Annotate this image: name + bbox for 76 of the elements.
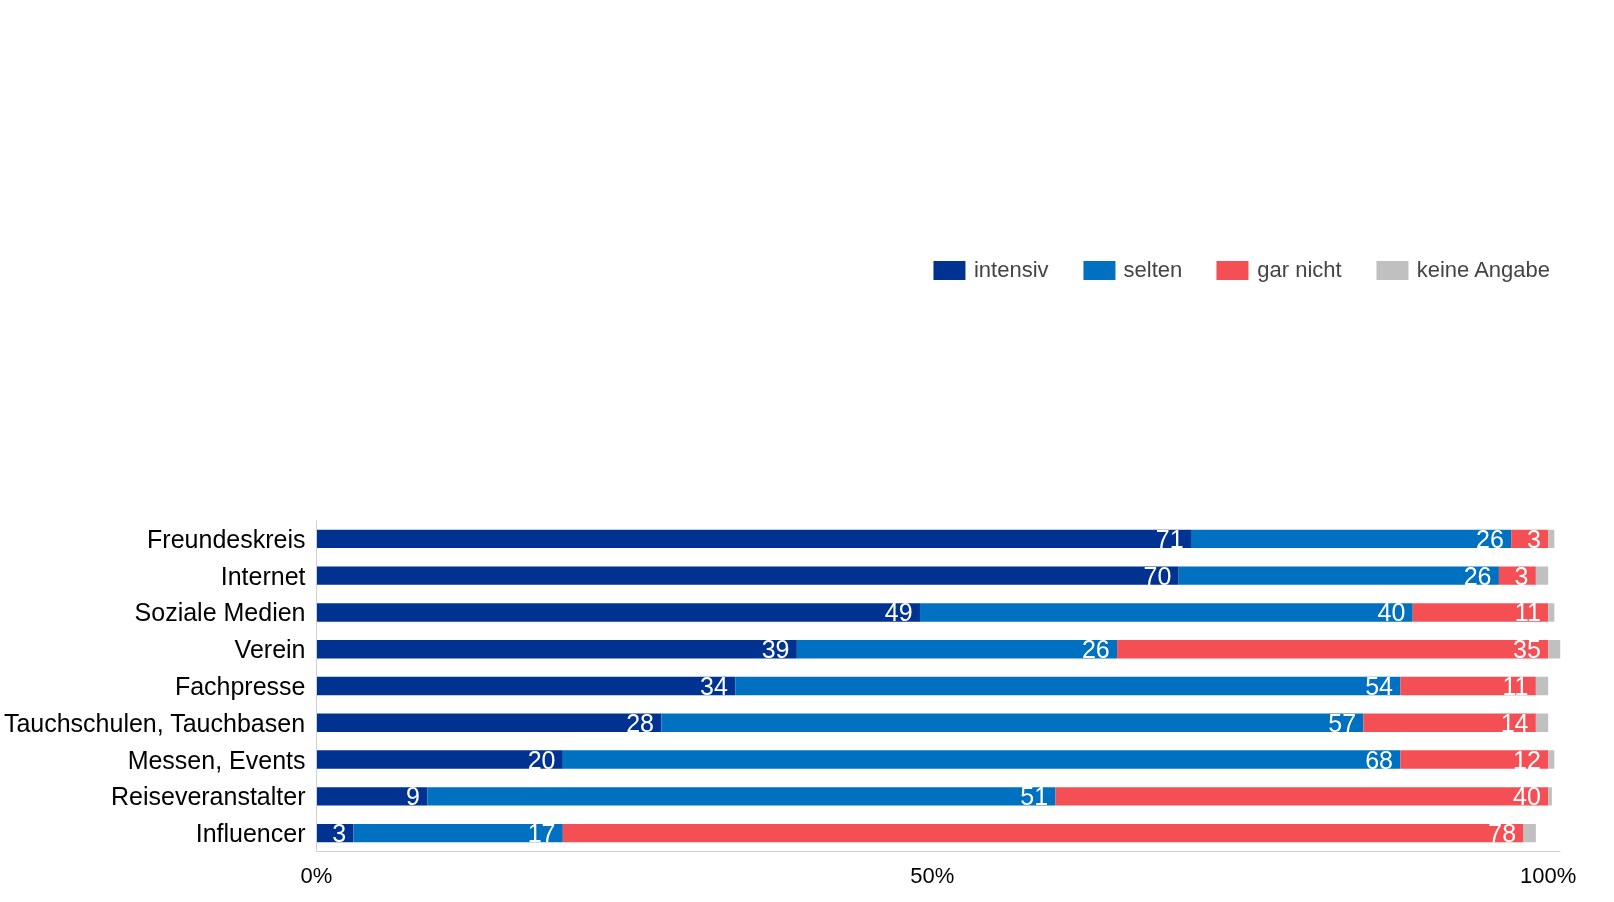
bar bbox=[427, 787, 1056, 806]
bar bbox=[1400, 676, 1536, 696]
y-tick-label: Fachpresse bbox=[174, 672, 306, 700]
data-label: 51 bbox=[1020, 782, 1049, 811]
bar bbox=[1178, 566, 1499, 585]
y-tick-label: Freundeskreis bbox=[147, 524, 306, 553]
data-label: 14 bbox=[1500, 708, 1529, 737]
bar bbox=[316, 787, 428, 806]
bar bbox=[1535, 676, 1549, 696]
data-label: 49 bbox=[884, 598, 913, 627]
data-label: 11 bbox=[1502, 672, 1529, 700]
data-label: 34 bbox=[700, 672, 728, 700]
x-tick-label: 0% bbox=[300, 862, 333, 888]
data-label: 3 bbox=[332, 819, 347, 848]
bar bbox=[1548, 603, 1555, 622]
bar bbox=[1548, 529, 1555, 549]
y-tick-label: Tauchschulen, Tauchbasen bbox=[3, 708, 306, 737]
data-label: 71 bbox=[1155, 524, 1184, 553]
data-label: 26 bbox=[1476, 524, 1504, 553]
bar bbox=[316, 566, 1179, 585]
legend-label: gar nicht bbox=[1257, 257, 1342, 283]
bar bbox=[1548, 640, 1561, 659]
legend-label: selten bbox=[1123, 257, 1183, 283]
data-label: 20 bbox=[527, 745, 556, 774]
data-label: 78 bbox=[1488, 819, 1517, 848]
data-label: 39 bbox=[761, 635, 790, 664]
data-label: 57 bbox=[1328, 708, 1357, 737]
data-label: 26 bbox=[1463, 561, 1492, 590]
data-label: 35 bbox=[1512, 635, 1541, 664]
data-label: 40 bbox=[1377, 598, 1406, 627]
y-tick-label: Influencer bbox=[195, 819, 306, 848]
data-label: 68 bbox=[1365, 745, 1393, 774]
data-label: 40 bbox=[1512, 782, 1541, 811]
data-label: 3 bbox=[1526, 524, 1541, 553]
bar bbox=[1363, 713, 1536, 732]
bar bbox=[562, 823, 1524, 843]
bar bbox=[1117, 640, 1549, 659]
bar bbox=[1548, 787, 1552, 806]
bar bbox=[316, 529, 1191, 549]
data-label: 17 bbox=[527, 819, 556, 848]
data-label: 11 bbox=[1514, 598, 1541, 627]
bar bbox=[316, 713, 662, 732]
bar bbox=[1400, 750, 1549, 769]
y-tick-label: Reiseveranstalter bbox=[110, 782, 306, 811]
bar bbox=[1523, 823, 1536, 843]
data-label: 3 bbox=[1514, 561, 1529, 590]
bar bbox=[562, 750, 1401, 769]
data-label: 9 bbox=[406, 782, 420, 811]
bar bbox=[1055, 787, 1549, 806]
bar bbox=[1535, 713, 1549, 732]
bar bbox=[735, 676, 1401, 696]
bar bbox=[1190, 529, 1512, 549]
bar bbox=[316, 640, 797, 659]
data-label: 26 bbox=[1081, 635, 1110, 664]
bar bbox=[316, 750, 563, 769]
bar bbox=[920, 603, 1413, 622]
y-tick-label: Messen, Events bbox=[127, 745, 306, 774]
bar bbox=[661, 713, 1364, 732]
data-label: 12 bbox=[1512, 745, 1541, 774]
legend-label: keine Angabe bbox=[1416, 257, 1550, 283]
legend-label: intensiv bbox=[973, 257, 1049, 283]
bar bbox=[316, 603, 921, 622]
data-label: 54 bbox=[1365, 672, 1394, 700]
data-label: 70 bbox=[1143, 561, 1172, 590]
bar bbox=[316, 676, 736, 696]
bar bbox=[1548, 750, 1555, 769]
y-tick-label: Internet bbox=[220, 561, 306, 590]
bar bbox=[353, 823, 563, 843]
y-tick-label: Verein bbox=[234, 635, 306, 664]
bar bbox=[796, 640, 1118, 659]
x-tick-label: 100% bbox=[1520, 862, 1577, 888]
y-tick-label: Soziale Medien bbox=[134, 598, 306, 627]
data-label: 28 bbox=[626, 708, 654, 737]
bar bbox=[1535, 566, 1549, 585]
x-tick-label: 50% bbox=[910, 862, 955, 888]
bar bbox=[1412, 603, 1549, 622]
